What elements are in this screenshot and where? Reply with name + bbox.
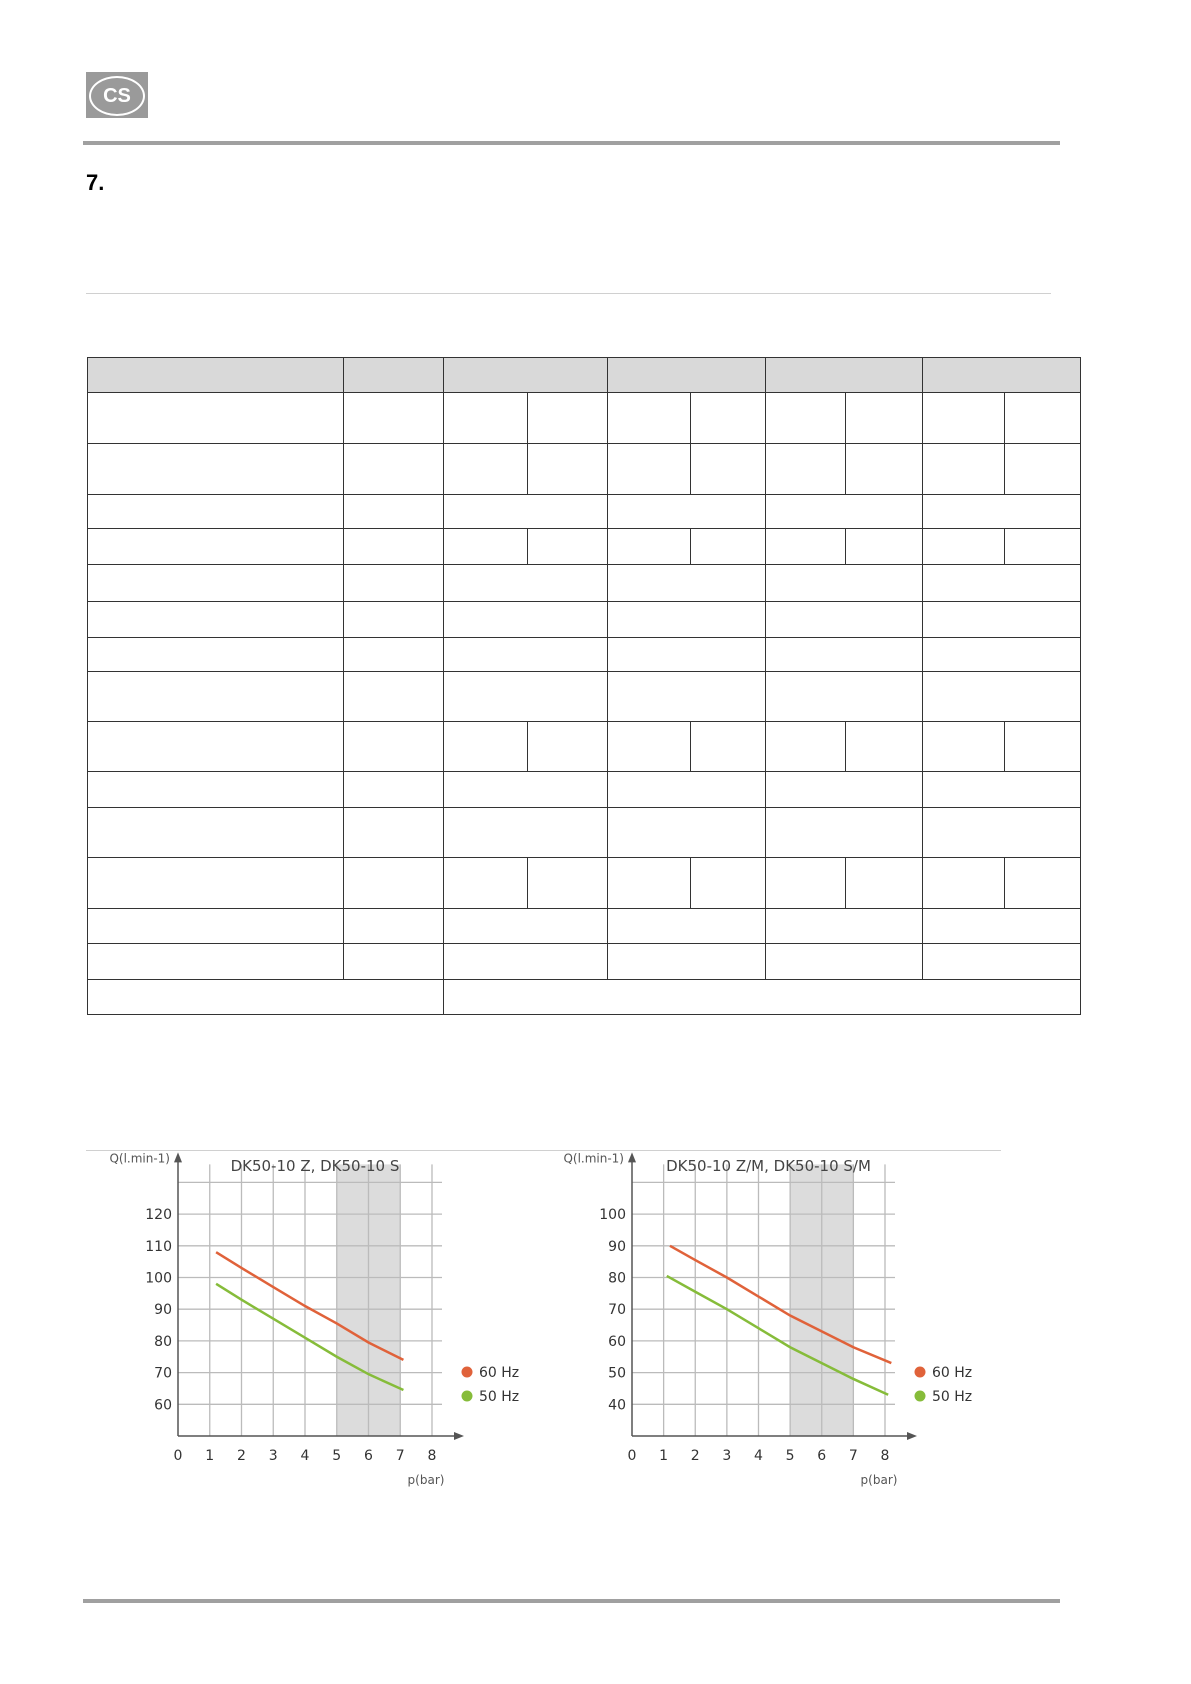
y-tick-label: 80 [608, 1271, 626, 1287]
x-axis-label: p(bar) [861, 1473, 898, 1487]
logo-text: CS [89, 76, 145, 116]
x-tick-label: 4 [301, 1448, 310, 1464]
section-divider [86, 293, 1051, 294]
y-tick-label: 60 [608, 1334, 626, 1350]
y-tick-label: 50 [608, 1366, 626, 1382]
y-axis-label: Q(l.min-1) [109, 1151, 170, 1165]
y-tick-label: 100 [599, 1207, 626, 1223]
section-number: 7. [86, 170, 105, 195]
table-cell [443, 979, 1081, 1015]
table-header-cell [87, 357, 344, 393]
legend-marker [914, 1366, 926, 1378]
x-tick-label: 7 [849, 1448, 858, 1464]
series-line-60hz [215, 1251, 404, 1362]
x-tick-label: 6 [817, 1448, 826, 1464]
footer-rule [83, 1599, 1060, 1603]
series-line-50hz [666, 1274, 889, 1396]
y-tick-label: 70 [154, 1366, 172, 1382]
chart-title: DK50-10 Z, DK50-10 S [231, 1157, 400, 1175]
x-axis-arrow [907, 1432, 917, 1440]
x-tick-label: 2 [691, 1448, 700, 1464]
x-axis-arrow [454, 1432, 464, 1440]
x-tick-label: 4 [754, 1448, 763, 1464]
legend-label: 50 Hz [479, 1389, 519, 1405]
legend-marker [461, 1366, 473, 1378]
y-tick-label: 80 [154, 1334, 172, 1350]
y-tick-label: 70 [608, 1302, 626, 1318]
x-tick-label: 5 [332, 1448, 341, 1464]
x-tick-label: 6 [364, 1448, 373, 1464]
table-header-cell [922, 357, 1081, 393]
x-tick-label: 3 [269, 1448, 278, 1464]
legend-label: 50 Hz [932, 1389, 972, 1405]
series-line-60hz [669, 1244, 892, 1365]
header-rule [83, 141, 1060, 145]
y-tick-label: 120 [145, 1207, 172, 1223]
y-tick-label: 100 [145, 1271, 172, 1287]
y-tick-label: 60 [154, 1397, 172, 1413]
y-tick-label: 40 [608, 1397, 626, 1413]
x-tick-label: 7 [396, 1448, 405, 1464]
legend-marker [461, 1390, 473, 1402]
x-tick-label: 8 [881, 1448, 890, 1464]
series-line-50hz [215, 1282, 404, 1392]
x-axis-label: p(bar) [408, 1473, 445, 1487]
legend-label: 60 Hz [932, 1365, 972, 1381]
x-tick-label: 5 [786, 1448, 795, 1464]
table-header-cell [443, 357, 608, 393]
x-tick-label: 0 [174, 1448, 183, 1464]
y-axis-arrow [174, 1152, 182, 1163]
y-axis-arrow [628, 1152, 636, 1163]
legend-label: 60 Hz [479, 1365, 519, 1381]
x-tick-label: 0 [628, 1448, 637, 1464]
y-tick-label: 90 [154, 1302, 172, 1318]
x-tick-label: 1 [659, 1448, 668, 1464]
x-tick-label: 1 [205, 1448, 214, 1464]
language-logo: CS [86, 72, 148, 118]
y-tick-label: 90 [608, 1239, 626, 1255]
x-tick-label: 3 [722, 1448, 731, 1464]
x-tick-label: 8 [428, 1448, 437, 1464]
chart-title: DK50-10 Z/M, DK50-10 S/M [666, 1157, 871, 1175]
legend-marker [914, 1390, 926, 1402]
x-tick-label: 2 [237, 1448, 246, 1464]
y-axis-label: Q(l.min-1) [563, 1151, 624, 1165]
chart-divider [86, 1150, 1001, 1151]
y-tick-label: 110 [145, 1239, 172, 1255]
